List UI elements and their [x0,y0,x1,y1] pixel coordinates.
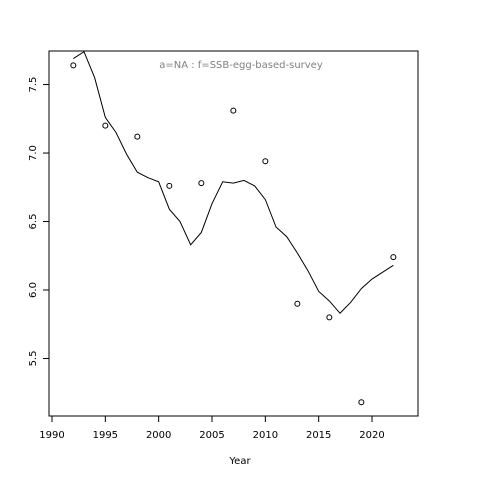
x-axis-label: Year [228,456,251,467]
y-tick-label: 5.5 [28,351,39,367]
line [73,50,394,315]
plot-box [48,50,419,417]
x-tick-label: 2005 [199,430,224,441]
x-tick-label: 2000 [146,430,171,441]
point [198,180,205,187]
x-tick-label: 2015 [306,430,331,441]
annotation: a=NA : f=SSB-egg-based-survey [159,60,323,71]
point [70,62,77,69]
y-tick-label: 6.5 [28,214,39,230]
point [230,107,237,114]
point [326,314,333,321]
point [262,158,269,165]
y-tick-label: 7.5 [28,77,39,93]
y-tick-label: 6.0 [28,282,39,298]
x-tick-label: 1995 [93,430,118,441]
point [134,133,141,140]
point [358,399,365,406]
point [390,254,397,261]
point [294,300,301,307]
x-tick-label: 1990 [39,430,64,441]
y-tick-label: 7.0 [28,145,39,161]
x-tick-label: 2010 [253,430,278,441]
point [166,182,173,189]
x-tick-label: 2020 [359,430,384,441]
point [102,122,109,129]
